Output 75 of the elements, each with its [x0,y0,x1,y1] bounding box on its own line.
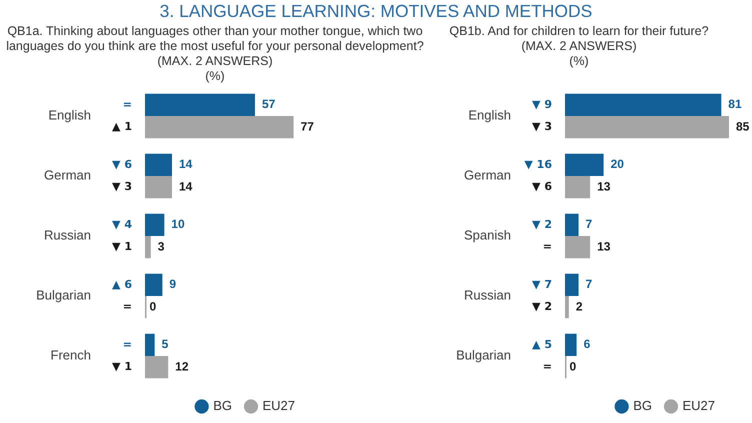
data-label: 85 [736,119,750,134]
bar [565,154,604,176]
bar [145,274,162,296]
y-tick-label: English [48,108,91,123]
y-tick-label: German [464,168,511,183]
bar [565,116,729,138]
bar [565,296,569,318]
text: ▼ 1 [112,360,132,373]
bar [145,214,164,236]
bar [565,94,722,116]
y-tick-label: French [50,348,91,363]
bar [565,214,579,236]
data-label: 14 [179,157,193,172]
text: ▼ 9 [532,98,552,111]
data-label: 0 [570,359,576,374]
y-tick-label: Russian [44,228,91,243]
text: ▼ 4 [112,218,132,231]
y-tick-label: Bulgarian [456,348,511,363]
data-label: 0 [150,299,156,314]
bar [145,356,168,378]
data-label: 7 [586,277,593,292]
text: ▼ 2 [532,218,552,231]
text: ▼ 6 [112,158,132,171]
data-label: 6 [584,337,591,352]
bar [145,116,294,138]
legend-label: BG [633,398,652,414]
text: ▼ 1 [112,240,132,253]
bar [145,334,155,356]
text: = [122,98,132,111]
chart-subtitle: QB1a. Thinking about languages other than your mother tongue, which two languages do you think are the most useful for your personal development? (MAX. 2 ANSWERS) (%) [5,24,425,84]
text: ▼ 3 [532,120,552,133]
data-label: 5 [162,337,169,352]
text: ▲ 5 [532,338,552,351]
bar [145,176,172,198]
text: = [122,300,132,313]
bar [565,176,590,198]
bar [145,94,255,116]
text: ▲ 1 [112,120,132,133]
y-tick-label: Bulgarian [36,288,91,303]
data-label: 12 [175,359,189,374]
text: 3. LANGUAGE LEARNING: MOTIVES AND METHODS [158,0,594,22]
text: = [542,360,552,373]
chart-subtitle: QB1b. And for children to learn for their future? (MAX. 2 ANSWERS) (%) [449,24,709,68]
bar [145,154,172,176]
data-label: 3 [158,239,165,254]
data-label: 7 [586,217,593,232]
text: ▼ 16 [524,158,552,171]
text: ▼ 2 [532,300,552,313]
y-tick-label: English [468,108,511,123]
data-label: 13 [597,179,611,194]
data-label: 10 [171,217,185,232]
data-label: 14 [179,179,193,194]
bar [565,334,577,356]
bar [565,236,590,258]
data-label: 77 [300,119,314,134]
bar [145,236,151,258]
data-label: 20 [610,157,624,172]
text: ▼ 7 [532,278,552,291]
data-label: 57 [262,97,276,112]
text: = [542,240,552,253]
legend-label: EU27 [682,398,716,414]
text: ▼ 6 [532,180,552,193]
legend-label: BG [213,398,232,414]
data-label: 13 [597,239,611,254]
text: ▼ 3 [112,180,132,193]
data-label: 81 [728,97,742,112]
text: ▲ 6 [112,278,132,291]
text: = [122,338,132,351]
y-tick-label: German [44,168,91,183]
y-tick-label: Spanish [464,228,511,243]
data-label: 2 [576,299,583,314]
bar [565,274,579,296]
data-label: 9 [169,277,176,292]
y-tick-label: Russian [464,288,511,303]
legend-label: EU27 [262,398,296,414]
